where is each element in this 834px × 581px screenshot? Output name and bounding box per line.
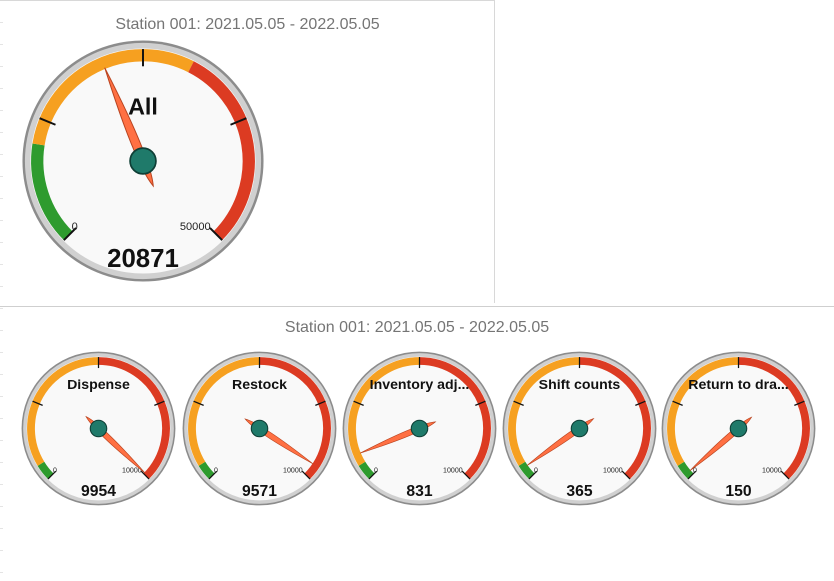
gauge-5-major-tick <box>780 470 790 480</box>
gauge-5-value: 150 <box>725 483 751 500</box>
gauge-2-major-tick <box>193 400 204 406</box>
gauge-inventory-adj: Inventory adj... 0 10000 831 <box>342 351 497 506</box>
gauge-2-label: Restock <box>232 376 287 392</box>
gauge-5-major-tick <box>687 470 697 480</box>
gauge-5-min-label: 0 <box>693 467 697 474</box>
panel-divider <box>0 306 834 307</box>
gauge-0-max-label: 50000 <box>180 221 211 233</box>
gauge-4-major-tick <box>635 400 646 406</box>
gauge-1-major-tick <box>32 400 43 406</box>
gauge-1-max-label: 10000 <box>122 467 142 474</box>
gauge-dispense: Dispense 0 10000 9954 <box>21 351 176 506</box>
gauge-1-band-orange <box>27 357 99 466</box>
gauge-1-hub <box>89 419 108 438</box>
gauge-5-major-tick <box>672 400 683 406</box>
gauge-5-band-orange <box>667 357 739 466</box>
gauge-1-value: 9954 <box>81 483 116 500</box>
gauge-1-major-tick <box>154 400 165 406</box>
gauge-3-band-orange <box>348 357 420 466</box>
gauge-0-band-red <box>188 61 255 241</box>
gauge-3-major-tick <box>475 400 486 406</box>
gauge-2-min-label: 0 <box>214 467 218 474</box>
gauge-4-hub <box>570 419 589 438</box>
gauge-5-max-label: 10000 <box>762 467 782 474</box>
bottom-panel-title: Station 001: 2021.05.05 - 2022.05.05 <box>284 319 550 336</box>
gauge-0-major-tick <box>63 227 77 241</box>
gauge-1-major-tick <box>140 470 150 480</box>
gauge-3-major-tick <box>368 470 378 480</box>
gauge-3-hub <box>410 419 429 438</box>
gauge-5-label: Return to dra... <box>688 376 788 392</box>
gauge-0-band-orange <box>32 49 194 146</box>
gauge-4-major-tick <box>621 470 631 480</box>
gauge-2-max-label: 10000 <box>283 467 303 474</box>
gauge-2-value: 9571 <box>242 483 277 500</box>
gauge-3-min-label: 0 <box>374 467 378 474</box>
gauge-1-min-label: 0 <box>53 467 57 474</box>
gauge-return-to-drawer: Return to dra... 0 10000 150 <box>661 351 816 506</box>
gauge-2-band-orange <box>188 357 260 466</box>
gauge-4-band-orange <box>508 357 580 466</box>
gauge-4-max-label: 10000 <box>603 467 623 474</box>
gauge-0-min-label: 0 <box>72 221 78 233</box>
gauge-4-major-tick <box>528 470 538 480</box>
gauge-0-label: All <box>128 93 158 119</box>
gauge-3-value: 831 <box>406 483 432 500</box>
gauge-2-major-tick <box>315 400 326 406</box>
gauge-4-value: 365 <box>566 483 592 500</box>
top-panel-frame <box>0 0 495 303</box>
gauge-1-label: Dispense <box>67 376 130 392</box>
gauge-0-value: 20871 <box>107 245 179 273</box>
top-panel-title: Station 001: 2021.05.05 - 2022.05.05 <box>115 16 380 33</box>
gauge-3-max-label: 10000 <box>443 467 463 474</box>
gauge-3-label: Inventory adj... <box>370 376 470 392</box>
gauge-shift-counts: Shift counts 0 10000 365 <box>502 351 657 506</box>
sheet-gridlines <box>0 0 3 581</box>
gauge-5-major-tick <box>794 400 805 406</box>
gauge-2-major-tick <box>208 470 218 480</box>
gauge-4-label: Shift counts <box>539 376 621 392</box>
gauge-0-major-tick <box>230 117 247 126</box>
gauge-2-major-tick <box>301 470 311 480</box>
gauge-3-major-tick <box>353 400 364 406</box>
gauge-0-hub <box>129 147 157 175</box>
gauge-5-hub <box>729 419 748 438</box>
gauge-0-band-green <box>31 143 73 241</box>
gauge-1-major-tick <box>47 470 57 480</box>
gauge-3-major-tick <box>461 470 471 480</box>
gauge-4-major-tick <box>513 400 524 406</box>
gauge-restock: Restock 0 10000 9571 <box>182 351 337 506</box>
gauge-2-hub <box>250 419 269 438</box>
gauge-4-min-label: 0 <box>534 467 538 474</box>
gauge-0-major-tick <box>209 227 223 241</box>
gauge-0-major-tick <box>39 117 56 126</box>
